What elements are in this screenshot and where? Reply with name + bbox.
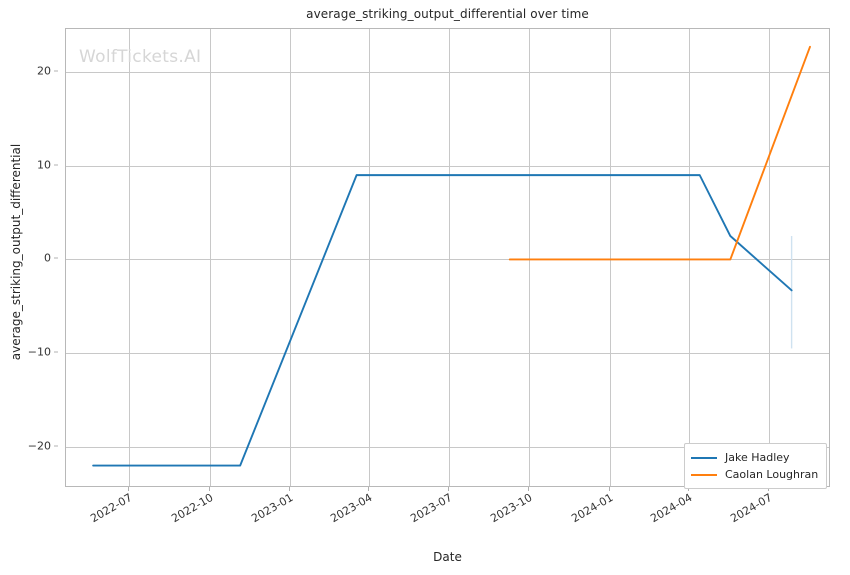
legend-item[interactable]: Caolan Loughran [691, 466, 818, 483]
y-axis-tick-label: 20 [37, 64, 51, 78]
x-axis-tick-label: 2023-01 [249, 491, 296, 526]
y-axis-ticks: 20 10 0 −10 −20 [0, 28, 58, 487]
gridline-horizontal [66, 259, 829, 261]
legend-color-swatch [691, 456, 717, 459]
gridline-vertical [529, 29, 531, 486]
gridline-horizontal [66, 165, 829, 167]
y-axis-tick-mark [54, 70, 58, 72]
plot-canvas [92, 45, 811, 467]
y-axis-tick-label: −20 [27, 439, 51, 453]
x-axis-tick-mark [767, 487, 769, 491]
gridline-vertical [290, 29, 292, 486]
gridline-vertical [448, 29, 450, 486]
series-line [508, 45, 811, 261]
gridline-vertical [609, 29, 611, 486]
x-axis-label: Date [433, 550, 462, 564]
y-axis-tick-label: −10 [27, 345, 51, 359]
x-axis-tick-mark [608, 487, 610, 491]
gridline-horizontal [66, 72, 829, 74]
x-axis-tick-label: 2024-07 [728, 491, 775, 526]
x-axis-tick-label: 2023-10 [488, 491, 535, 526]
gridline-vertical [689, 29, 691, 486]
y-axis-tick-mark [54, 164, 58, 166]
legend-item[interactable]: Jake Hadley [691, 449, 818, 466]
gridline-vertical [368, 29, 370, 486]
x-axis-tick-mark [447, 487, 449, 491]
x-axis-tick-label: 2023-04 [328, 491, 375, 526]
legend-item-label: Caolan Loughran [725, 468, 819, 481]
y-axis-tick-mark [54, 351, 58, 353]
y-axis-label: average_striking_output_differential [9, 143, 23, 361]
y-axis-tick-mark [54, 445, 58, 447]
gridline-vertical [768, 29, 770, 486]
series-line [92, 174, 793, 467]
y-axis-tick-mark [54, 257, 58, 259]
x-axis-tick-mark [688, 487, 690, 491]
gridline-vertical [129, 29, 131, 486]
x-axis-ticks: 2022-07 2022-10 2023-01 2023-04 2023-07 2023-… [65, 487, 830, 547]
legend: Jake Hadley Caolan Loughran [684, 443, 828, 489]
y-axis-tick-label: 10 [37, 158, 51, 172]
plot-area: WolfTickets.AI [65, 28, 830, 487]
y-axis-tick-label: 0 [44, 251, 51, 265]
x-axis-tick-label: 2024-01 [568, 491, 616, 526]
x-axis-tick-label: 2024-04 [648, 491, 695, 526]
x-axis-tick-mark [528, 487, 530, 491]
gridline-horizontal [66, 353, 829, 355]
x-axis-tick-mark [128, 487, 130, 491]
page-title: average_striking_output_differential ove… [306, 7, 589, 21]
gridline-horizontal [66, 446, 829, 448]
x-axis-tick-label: 2022-10 [168, 491, 216, 526]
x-axis-tick-mark [289, 487, 291, 491]
x-axis-tick-mark [367, 487, 369, 491]
watermark: WolfTickets.AI [79, 47, 202, 67]
gridline-vertical [209, 29, 211, 486]
x-axis-tick-label: 2023-07 [407, 491, 454, 526]
legend-item-label: Jake Hadley [725, 451, 790, 464]
x-axis-tick-mark [208, 487, 210, 491]
legend-color-swatch [691, 473, 717, 476]
x-axis-tick-label: 2022-07 [88, 491, 135, 526]
